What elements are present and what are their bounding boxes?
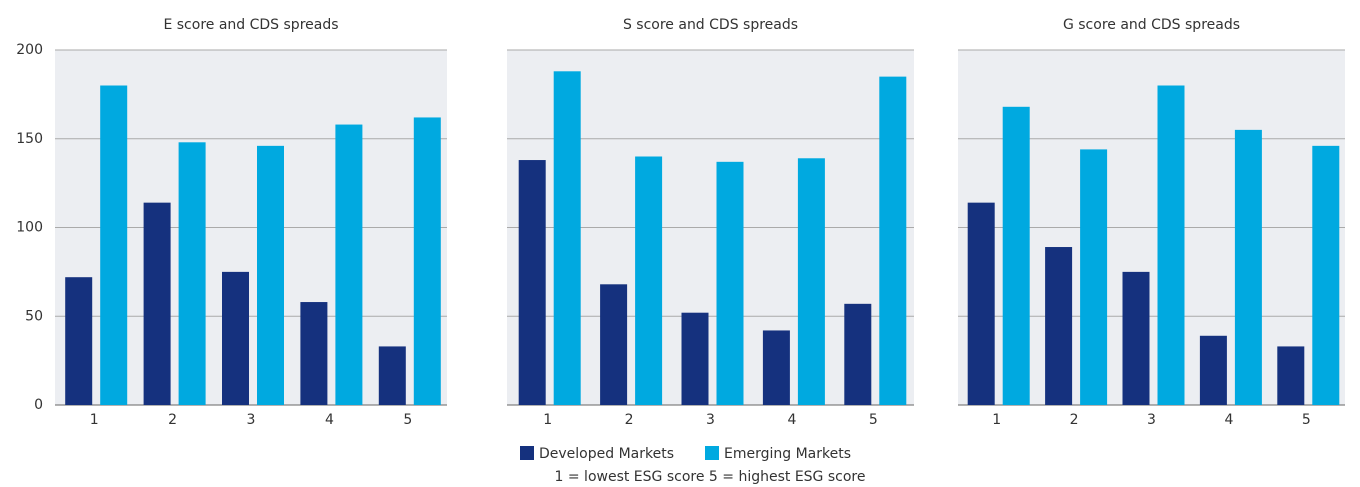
bar	[681, 312, 709, 405]
bar	[222, 271, 249, 405]
x-tick-label: 2	[625, 412, 634, 428]
bar	[844, 303, 872, 405]
x-tick-label: 3	[247, 412, 256, 428]
bar	[797, 158, 825, 405]
bar	[716, 161, 744, 405]
x-tick-label: 5	[869, 412, 878, 428]
bar	[65, 277, 93, 405]
bar	[1199, 335, 1227, 405]
bar	[1002, 106, 1030, 406]
bar	[967, 202, 995, 405]
bar	[879, 76, 907, 405]
bar	[518, 160, 546, 405]
x-tick-label: 4	[1224, 412, 1233, 428]
x-tick-label: 3	[1147, 412, 1156, 428]
bar	[143, 202, 171, 405]
bar	[762, 330, 790, 405]
bar	[553, 71, 581, 406]
bar	[600, 284, 628, 405]
x-tick-label: 1	[90, 412, 99, 428]
chart-title: E score and CDS spreads	[163, 17, 338, 33]
legend-swatch	[705, 446, 719, 460]
x-tick-label: 4	[787, 412, 796, 428]
x-tick-label: 5	[403, 412, 412, 428]
y-tick-label: 100	[16, 220, 43, 236]
note: 1 = lowest ESG score 5 = highest ESG sco…	[555, 469, 866, 485]
bar	[1045, 247, 1073, 405]
y-tick-label: 50	[25, 308, 43, 324]
bar	[1157, 85, 1185, 405]
bar	[1234, 129, 1262, 405]
bar	[335, 124, 363, 406]
x-tick-label: 3	[706, 412, 715, 428]
x-tick-label: 2	[1070, 412, 1079, 428]
y-tick-label: 200	[16, 42, 43, 58]
bar	[300, 302, 328, 405]
legend-label: Emerging Markets	[724, 446, 851, 462]
x-tick-label: 1	[543, 412, 552, 428]
bar	[413, 117, 441, 405]
bar	[1122, 271, 1150, 405]
y-tick-label: 150	[16, 131, 43, 147]
legend-swatch	[520, 446, 534, 460]
bar	[178, 142, 206, 406]
x-tick-label: 5	[1302, 412, 1311, 428]
bar	[378, 346, 406, 405]
bar	[100, 85, 128, 405]
x-tick-label: 1	[992, 412, 1001, 428]
chart-title: G score and CDS spreads	[1063, 17, 1240, 33]
x-tick-label: 2	[168, 412, 177, 428]
chart-title: S score and CDS spreads	[623, 17, 798, 33]
bar	[257, 145, 284, 405]
x-tick-label: 4	[325, 412, 334, 428]
y-tick-label: 0	[34, 397, 43, 413]
bar	[635, 156, 663, 405]
bar	[1277, 346, 1305, 405]
bar	[1312, 145, 1340, 405]
legend-label: Developed Markets	[539, 446, 674, 462]
bar	[1080, 149, 1108, 405]
